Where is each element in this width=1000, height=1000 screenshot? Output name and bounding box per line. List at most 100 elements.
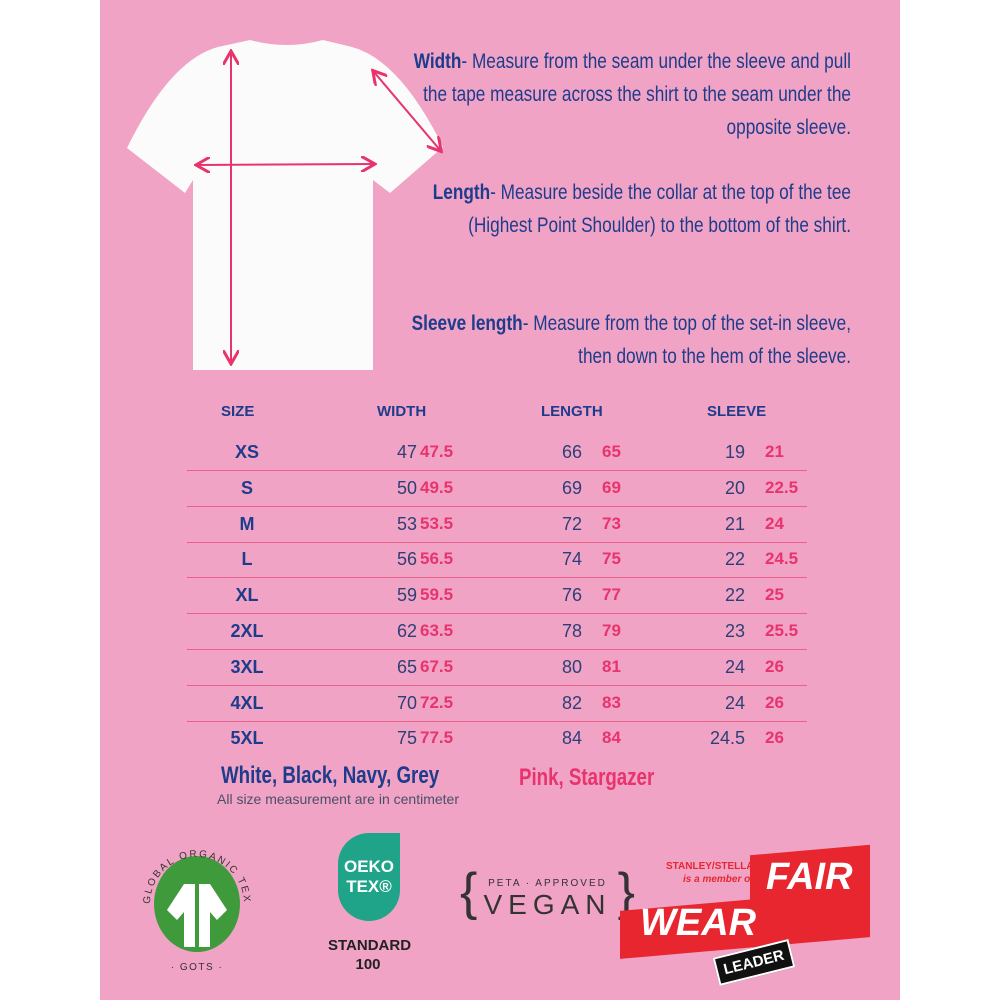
cell-w1: 56 — [396, 549, 417, 570]
cell-size: XL — [235, 585, 259, 606]
table-row: S 50 49.5 69 69 20 22.5 — [187, 471, 807, 507]
cell-s1: 24 — [724, 692, 745, 713]
cell-s2: 26 — [765, 692, 784, 712]
cell-w2: 67.5 — [420, 656, 454, 676]
oeko-standard: STANDARD 100 — [328, 937, 412, 973]
table-row: XS 47 47.5 66 65 19 21 — [187, 435, 807, 471]
size-chart-panel: Width- Measure from the seam under the s… — [100, 0, 900, 1000]
cell-l2: 75 — [602, 549, 621, 569]
cell-l1: 69 — [561, 477, 582, 498]
cell-w1: 53 — [396, 513, 417, 534]
header-size: SIZE — [221, 403, 255, 420]
header-length: LENGTH — [541, 403, 603, 420]
table-row: 4XL 70 72.5 82 83 24 26 — [187, 686, 807, 722]
cell-size: L — [241, 549, 253, 570]
row-divider — [187, 470, 807, 471]
row-divider — [187, 505, 807, 507]
cell-l2: 81 — [602, 656, 621, 676]
cell-w1: 62 — [396, 621, 417, 641]
cell-s1: 22 — [724, 549, 745, 570]
cell-w2: 72.5 — [420, 692, 454, 712]
table-row: XL 59 59.5 76 77 22 25 — [187, 578, 807, 615]
cell-w1: 50 — [396, 477, 417, 498]
row-divider — [187, 541, 807, 543]
cell-s2: 25.5 — [765, 621, 799, 640]
cell-w1: 59 — [396, 585, 417, 606]
row-divider — [187, 720, 807, 722]
sleeve-arrow — [374, 72, 440, 150]
cell-size: 5XL — [230, 728, 264, 749]
cell-s1: 21 — [724, 513, 745, 534]
oeko-tex-logo: OEKO TEX® — [338, 833, 400, 921]
cell-l1: 82 — [561, 692, 582, 713]
width-arrow — [198, 164, 373, 165]
table-row: 5XL 75 77.5 84 84 24.5 26 — [187, 721, 807, 757]
cell-l1: 74 — [561, 549, 582, 570]
cell-s1: 23 — [724, 621, 745, 641]
cell-w1: 65 — [396, 656, 417, 677]
cell-s1: 19 — [724, 442, 745, 462]
tshirt-diagram — [127, 40, 460, 370]
cell-l1: 66 — [561, 442, 582, 462]
cell-size: 3XL — [230, 656, 264, 677]
cell-s1: 22 — [724, 585, 745, 606]
cell-l1: 78 — [561, 621, 582, 641]
cell-l2: 83 — [602, 692, 621, 712]
cell-w2: 49.5 — [420, 477, 454, 497]
cell-l1: 84 — [561, 728, 582, 749]
cell-size: M — [239, 513, 255, 534]
length-instruction: Length- Measure beside the collar at the… — [432, 181, 851, 237]
cell-s2: 25 — [765, 585, 784, 605]
cell-s2: 24.5 — [765, 549, 799, 569]
cell-w2: 63.5 — [420, 621, 454, 640]
fair-wear-logo: STANLEY/STELLA is a member of FAIR WEAR f… — [620, 844, 872, 988]
cell-l2: 69 — [602, 477, 621, 497]
blue-colors-label: White, Black, Navy, Grey — [221, 762, 440, 789]
cell-w2: 53.5 — [420, 513, 454, 533]
cell-l2: 65 — [602, 442, 621, 461]
cell-s1: 24 — [724, 656, 745, 677]
cell-l2: 79 — [602, 621, 621, 640]
peta-vegan-logo: { } PETA · APPROVED VEGAN — [460, 863, 635, 921]
width-instruction: Width- Measure from the seam under the s… — [413, 50, 851, 139]
cell-s2: 22.5 — [765, 477, 799, 497]
cell-s1: 20 — [724, 477, 745, 498]
cell-s2: 24 — [765, 513, 784, 533]
cell-s1: 24.5 — [709, 728, 745, 749]
sleeve-instruction: Sleeve length- Measure from the top of t… — [411, 312, 851, 368]
row-divider — [187, 613, 807, 615]
cell-size: 4XL — [230, 692, 264, 713]
cell-w2: 47.5 — [420, 442, 454, 461]
header-width: WIDTH — [377, 403, 427, 420]
unit-note: All size measurement are in centimeter — [217, 791, 459, 807]
cell-w1: 47 — [396, 442, 417, 462]
cell-size: XS — [234, 442, 259, 462]
pink-colors-label: Pink, Stargazer — [519, 764, 655, 791]
svg-text:· GOTS ·: · GOTS · — [171, 962, 224, 973]
gots-logo: GLOBAL ORGANIC TEXTILE STANDARD · GOTS · — [132, 832, 250, 973]
header-sleeve: SLEEVE — [707, 403, 767, 420]
cell-s2: 21 — [765, 442, 784, 461]
cell-w1: 70 — [396, 692, 417, 713]
cell-w1: 75 — [396, 728, 417, 749]
row-divider — [187, 577, 807, 579]
row-divider — [187, 684, 807, 686]
cell-l2: 77 — [602, 585, 621, 605]
table-row: L 56 56.5 74 75 22 24.5 — [187, 542, 807, 579]
cell-s2: 26 — [765, 728, 784, 748]
cell-l2: 73 — [602, 513, 621, 533]
cell-l1: 72 — [561, 513, 582, 534]
cell-w2: 59.5 — [420, 585, 454, 605]
cell-l2: 84 — [602, 728, 621, 748]
table-row: 2XL 62 63.5 78 79 23 25.5 — [187, 614, 807, 650]
cell-w2: 77.5 — [420, 728, 454, 748]
cell-s2: 26 — [765, 656, 784, 676]
cell-l1: 80 — [561, 656, 582, 677]
table-row: M 53 53.5 72 73 21 24 — [187, 507, 807, 543]
cell-w2: 56.5 — [420, 549, 454, 569]
table-row: 3XL 65 67.5 80 81 24 26 — [187, 650, 807, 686]
cell-size: S — [240, 477, 253, 498]
cell-size: 2XL — [230, 621, 264, 641]
row-divider — [187, 649, 807, 650]
cell-l1: 76 — [561, 585, 582, 606]
